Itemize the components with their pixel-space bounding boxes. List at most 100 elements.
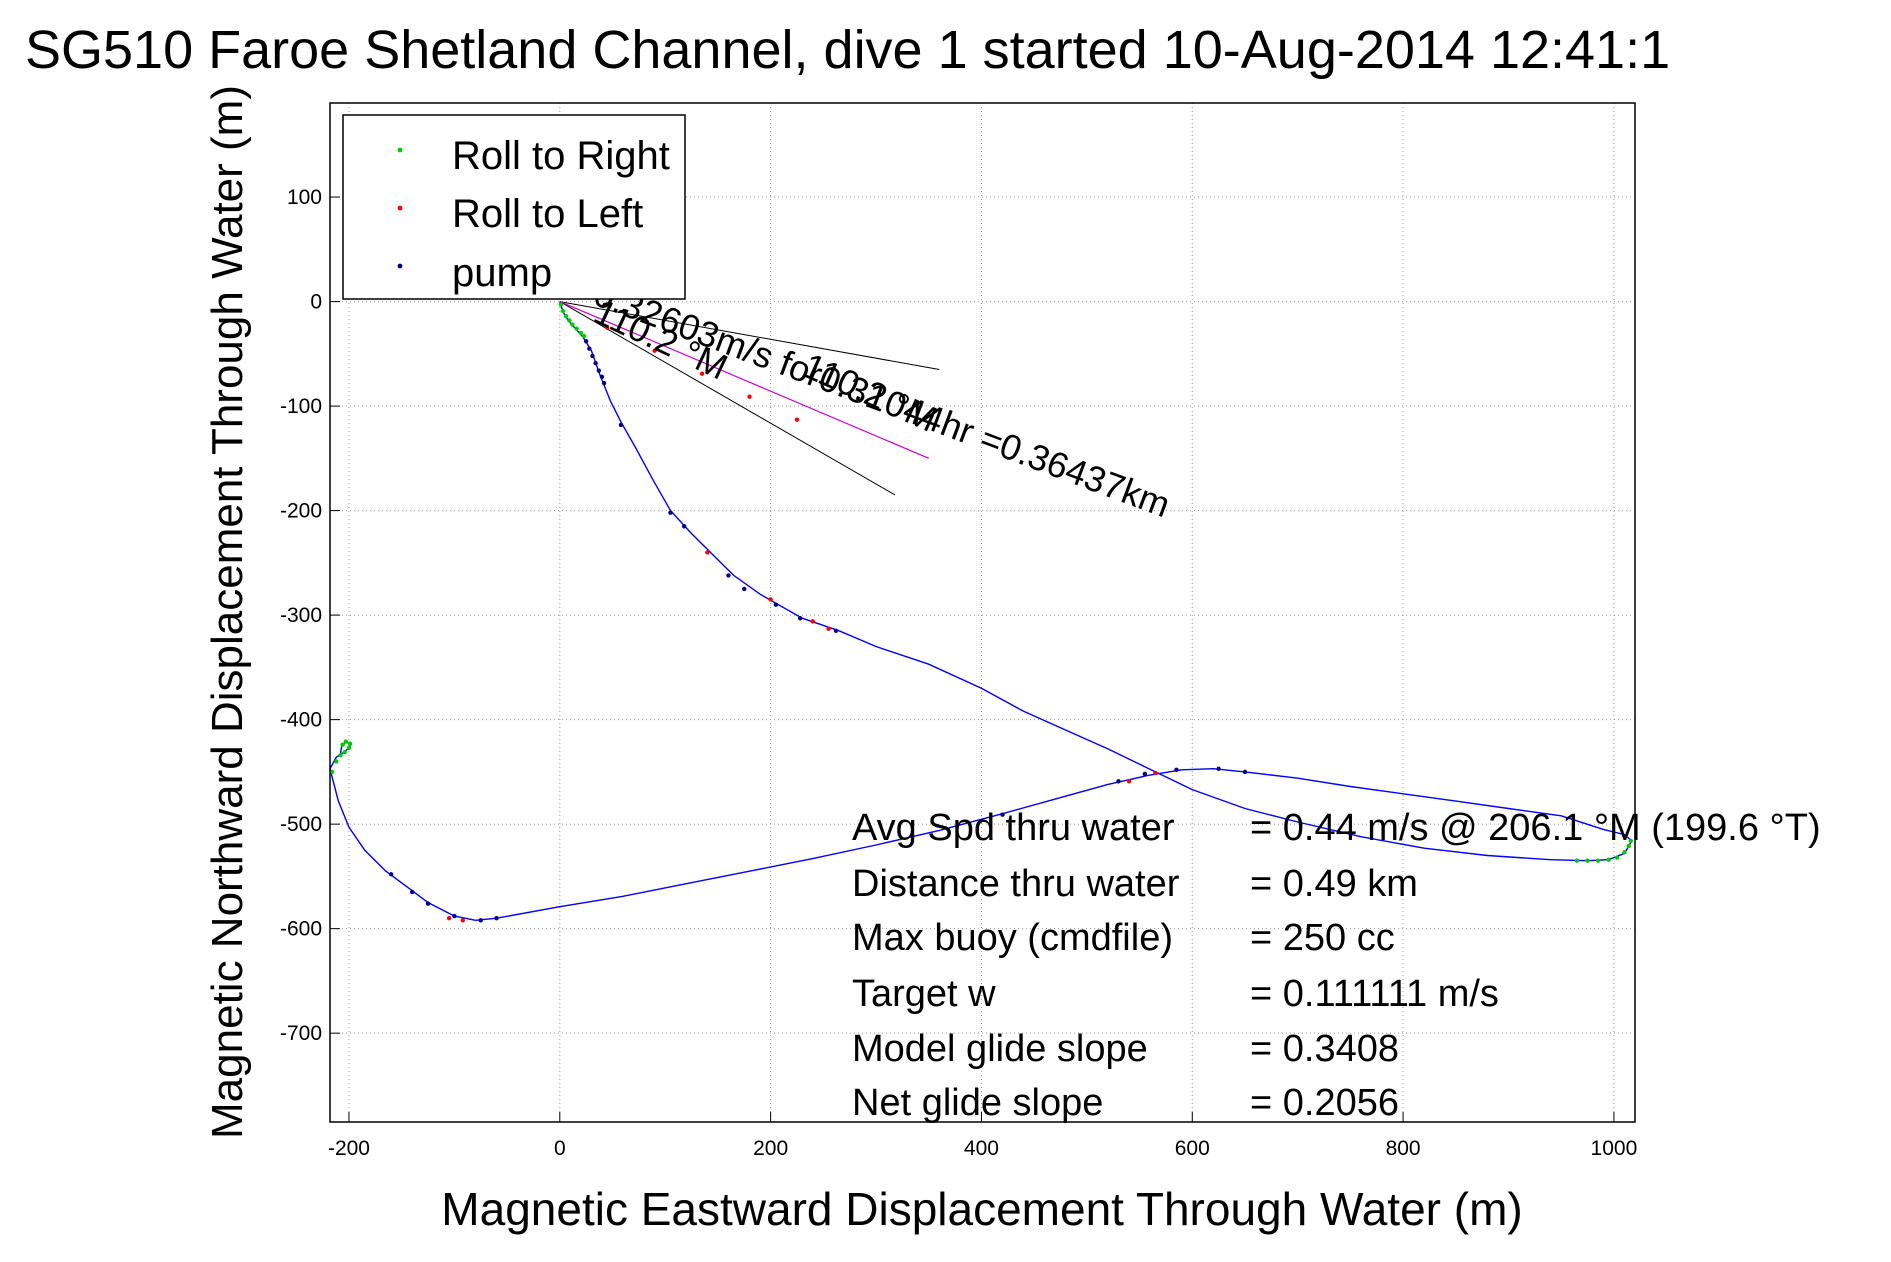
y-axis-ticks: 100 0 -100 -200 -300 -400 -500 -600 -700 <box>280 186 340 1045</box>
legend-label-roll-right: Roll to Right <box>452 134 670 178</box>
legend-marker-roll-right <box>397 147 403 153</box>
pump-point <box>425 901 431 906</box>
stat-label: Max buoy (cmdfile) <box>852 917 1173 959</box>
heading-line <box>559 301 929 459</box>
pump-point <box>833 628 839 633</box>
stat-label: Distance thru water <box>852 863 1180 905</box>
legend-marker-pump <box>397 263 403 269</box>
y-tick-label: -400 <box>280 709 322 732</box>
stat-value: = 250 cc <box>1250 917 1395 959</box>
roll-left-point <box>605 325 610 330</box>
x-tick-label: 600 <box>1175 1137 1210 1160</box>
roll-left-point <box>446 916 452 921</box>
roll-right-point <box>334 759 339 764</box>
pump-point <box>681 524 687 529</box>
legend-marker-roll-left <box>397 205 403 211</box>
y-tick-label: -100 <box>280 395 322 418</box>
x-tick-label: 800 <box>1386 1137 1421 1160</box>
x-tick-label: 1000 <box>1591 1137 1638 1160</box>
pump-point <box>494 916 499 921</box>
roll-right-point <box>578 330 584 336</box>
stat-value: = 0.49 km <box>1250 863 1418 905</box>
pump-point <box>668 510 673 515</box>
pump-point <box>618 422 624 428</box>
stat-label: Net glide slope <box>852 1082 1103 1124</box>
y-tick-label: -200 <box>280 500 322 523</box>
legend: Roll to Right Roll to Left pump <box>342 114 686 300</box>
roll-right-point <box>563 314 569 319</box>
roll-left-point <box>1153 770 1158 776</box>
x-tick-label: -200 <box>328 1137 370 1160</box>
pump-point <box>596 368 602 373</box>
roll-right-point <box>340 742 345 747</box>
pump-point <box>388 872 394 877</box>
grid-lines <box>330 103 1635 1122</box>
roll-left-point <box>705 550 710 555</box>
roll-left-point <box>747 394 752 399</box>
roll-right-point <box>338 752 343 758</box>
stat-value: = 0.3408 <box>1250 1028 1399 1070</box>
roll-right-point <box>1606 857 1611 862</box>
roll-right-point <box>1585 858 1590 863</box>
roll-left-point <box>699 371 705 376</box>
roll-right-point <box>581 333 587 339</box>
roll-right-point <box>346 745 352 751</box>
pump-point <box>773 602 779 607</box>
roll-right-point <box>558 302 564 307</box>
y-axis-label: Magnetic Northward Displacement Through … <box>203 85 252 1139</box>
pump-point <box>587 346 592 351</box>
roll-right-point <box>567 318 572 323</box>
x-tick-label: 0 <box>554 1137 566 1160</box>
pump-point <box>1142 771 1148 777</box>
y-tick-label: -700 <box>280 1022 322 1045</box>
pump-point <box>1000 812 1005 817</box>
chart-title: SG510 Faroe Shetland Channel, dive 1 sta… <box>25 20 1670 80</box>
pump-point <box>452 913 457 919</box>
roll-left-point <box>826 626 831 631</box>
y-tick-label: -500 <box>280 813 322 836</box>
stat-label: Model glide slope <box>852 1028 1148 1070</box>
roll-right-point <box>1595 858 1601 863</box>
stat-label: Target w <box>852 973 996 1015</box>
stat-value: = 0.44 m/s @ 206.1 °M (199.6 °T) <box>1250 807 1821 849</box>
pump-point <box>599 374 605 380</box>
x-axis-ticks: -200 0 200 400 600 800 1000 <box>328 1112 1637 1160</box>
y-tick-label: 100 <box>287 186 322 209</box>
heading-line <box>559 301 940 370</box>
legend-label-roll-left: Roll to Left <box>452 192 643 236</box>
roll-right-point <box>347 741 353 746</box>
legend-label-pump: pump <box>452 251 552 295</box>
pump-point <box>478 918 483 923</box>
heading-line <box>559 301 896 496</box>
heading-lines <box>559 301 940 496</box>
x-tick-label: 400 <box>964 1137 999 1160</box>
roll-right-point <box>1574 858 1580 863</box>
pump-point <box>1116 779 1121 784</box>
roll-left-point <box>768 597 773 602</box>
roll-left-point <box>1126 779 1132 784</box>
pump-point <box>593 361 598 366</box>
pump-point <box>583 339 589 344</box>
y-tick-label: -600 <box>280 918 322 941</box>
roll-right-point <box>570 322 575 327</box>
roll-right-point <box>1622 850 1627 855</box>
pump-point <box>590 353 595 359</box>
x-tick-label: 200 <box>753 1137 788 1160</box>
pump-point <box>742 586 747 592</box>
pump-point <box>601 380 607 386</box>
y-tick-label: -300 <box>280 604 322 627</box>
y-tick-label: 0 <box>310 291 322 314</box>
x-axis-label: Magnetic Eastward Displacement Through W… <box>441 1183 1522 1235</box>
roll-left-point <box>794 417 800 422</box>
plot-frame <box>329 102 1636 1123</box>
stat-label: Avg Spd thru water <box>852 807 1175 849</box>
pump-point <box>410 889 415 895</box>
roll-right-point <box>1628 838 1633 844</box>
roll-right-point <box>342 749 347 755</box>
roll-left-point <box>652 348 657 353</box>
roll-left-point <box>460 918 466 923</box>
stats-block: Avg Spd thru water = 0.44 m/s @ 206.1 °M … <box>852 807 1821 1124</box>
pump-point <box>1216 766 1221 771</box>
roll-left-point <box>810 619 815 624</box>
